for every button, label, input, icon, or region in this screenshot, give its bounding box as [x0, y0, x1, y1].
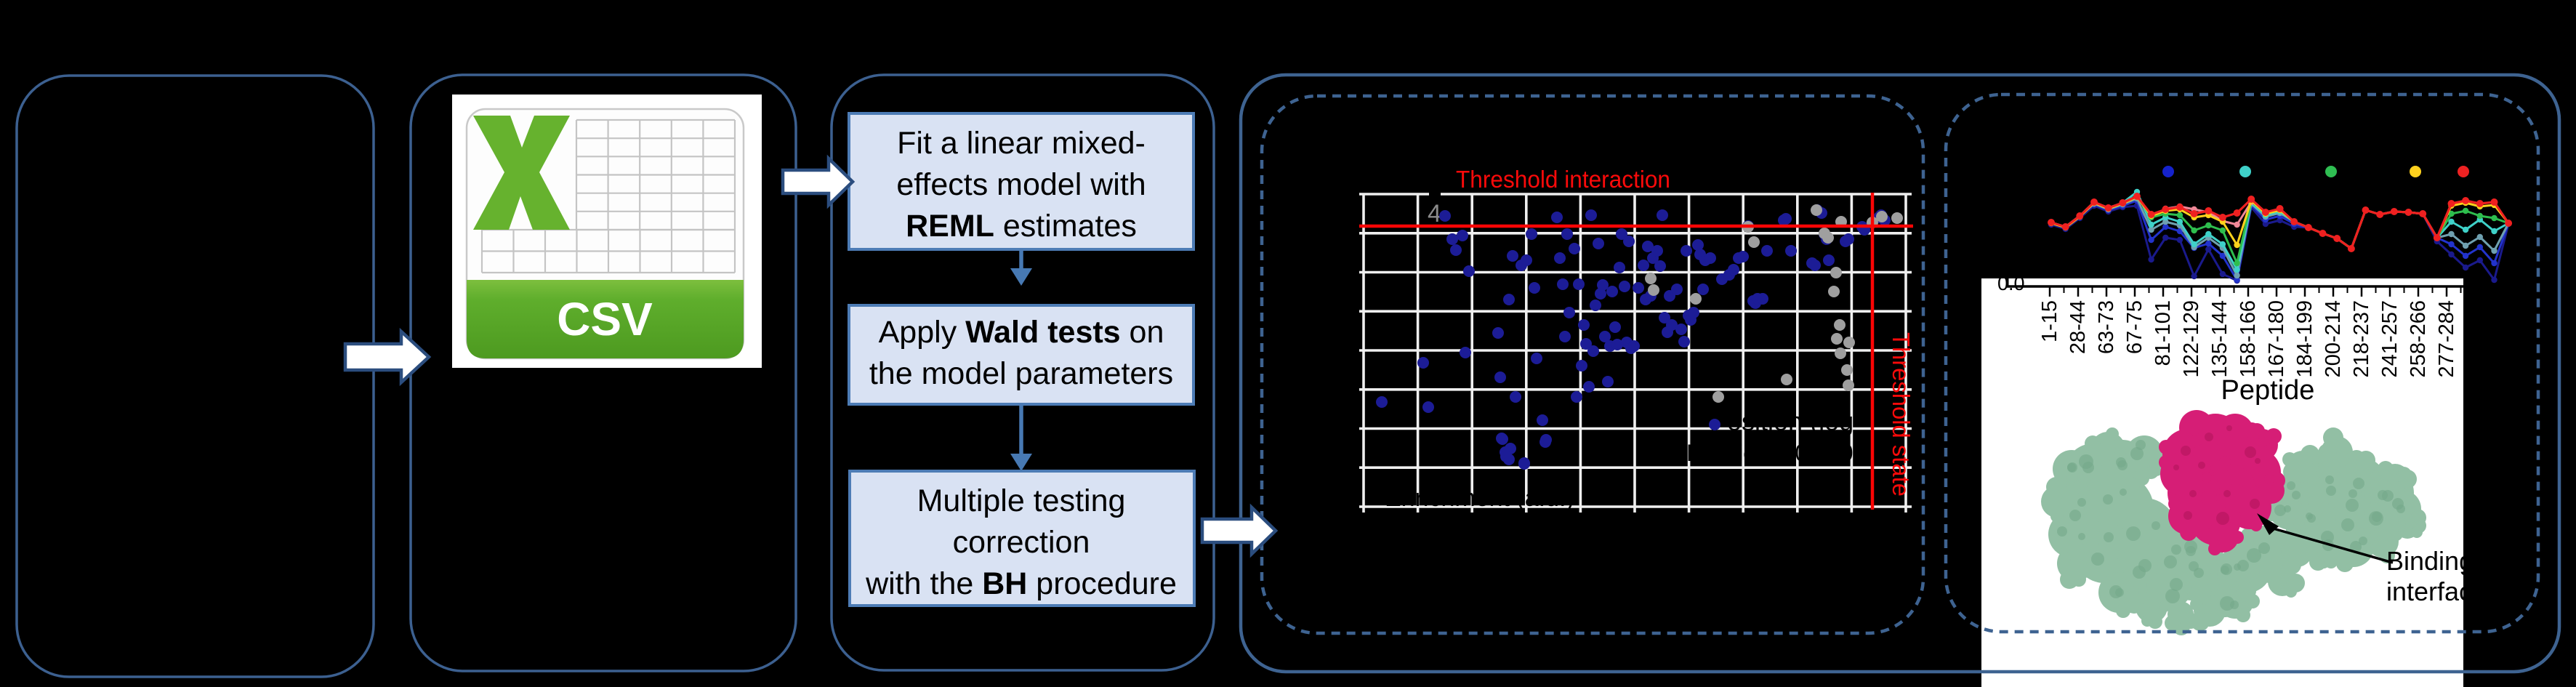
- svg-text:158-166: 158-166: [2237, 300, 2260, 377]
- svg-text:218-237: 218-237: [2350, 300, 2373, 377]
- svg-text:Position: 600 600: Position: 600 600: [1686, 440, 1866, 466]
- svg-text:Binding: Binding: [2386, 546, 2474, 576]
- svg-text:63-73: 63-73: [2095, 300, 2118, 354]
- svg-text:4: 4: [1428, 200, 1441, 228]
- svg-text:Apply Wald tests on: Apply Wald tests on: [879, 315, 1164, 350]
- svg-text:135-144: 135-144: [2208, 300, 2231, 377]
- svg-text:0.0: 0.0: [1997, 273, 2025, 294]
- svg-text:Peptide: Peptide: [2221, 375, 2315, 406]
- svg-text:CSV: CSV: [557, 293, 653, 345]
- svg-text:REML estimates: REML estimates: [906, 209, 1137, 244]
- svg-text:67-75: 67-75: [2123, 300, 2146, 354]
- svg-text:200-214: 200-214: [2322, 300, 2345, 377]
- svg-text:258-266: 258-266: [2407, 300, 2430, 377]
- svg-text:81-101: 81-101: [2152, 300, 2175, 366]
- svg-text:Threshold interaction: Threshold interaction: [1456, 166, 1670, 193]
- svg-text:Threshold state: Threshold state: [1888, 332, 1915, 497]
- svg-text:Fit a linear mixed-: Fit a linear mixed-: [897, 126, 1146, 161]
- svg-text:167-180: 167-180: [2265, 300, 2288, 377]
- svg-text:effects model with: effects model with: [896, 167, 1146, 202]
- svg-text:Multiple testing: Multiple testing: [917, 483, 1126, 518]
- svg-text:241-257: 241-257: [2378, 300, 2402, 377]
- svg-text:277-284: 277-284: [2435, 300, 2458, 377]
- svg-text:with the BH procedure: with the BH procedure: [865, 566, 1177, 601]
- svg-text:184-199: 184-199: [2293, 300, 2317, 377]
- svg-text:122-129: 122-129: [2180, 300, 2203, 377]
- svg-text:28-44: 28-44: [2066, 300, 2090, 354]
- svg-text:the model parameters: the model parameters: [869, 356, 1173, 391]
- svg-text:correction: correction: [953, 525, 1090, 560]
- svg-text:1-15: 1-15: [2038, 300, 2061, 342]
- svg-text:Enrichment (a.u.): Enrichment (a.u.): [1385, 484, 1574, 512]
- svg-text:interface: interface: [2386, 576, 2487, 606]
- svg-text:Position (log: Position (log: [1710, 406, 1853, 436]
